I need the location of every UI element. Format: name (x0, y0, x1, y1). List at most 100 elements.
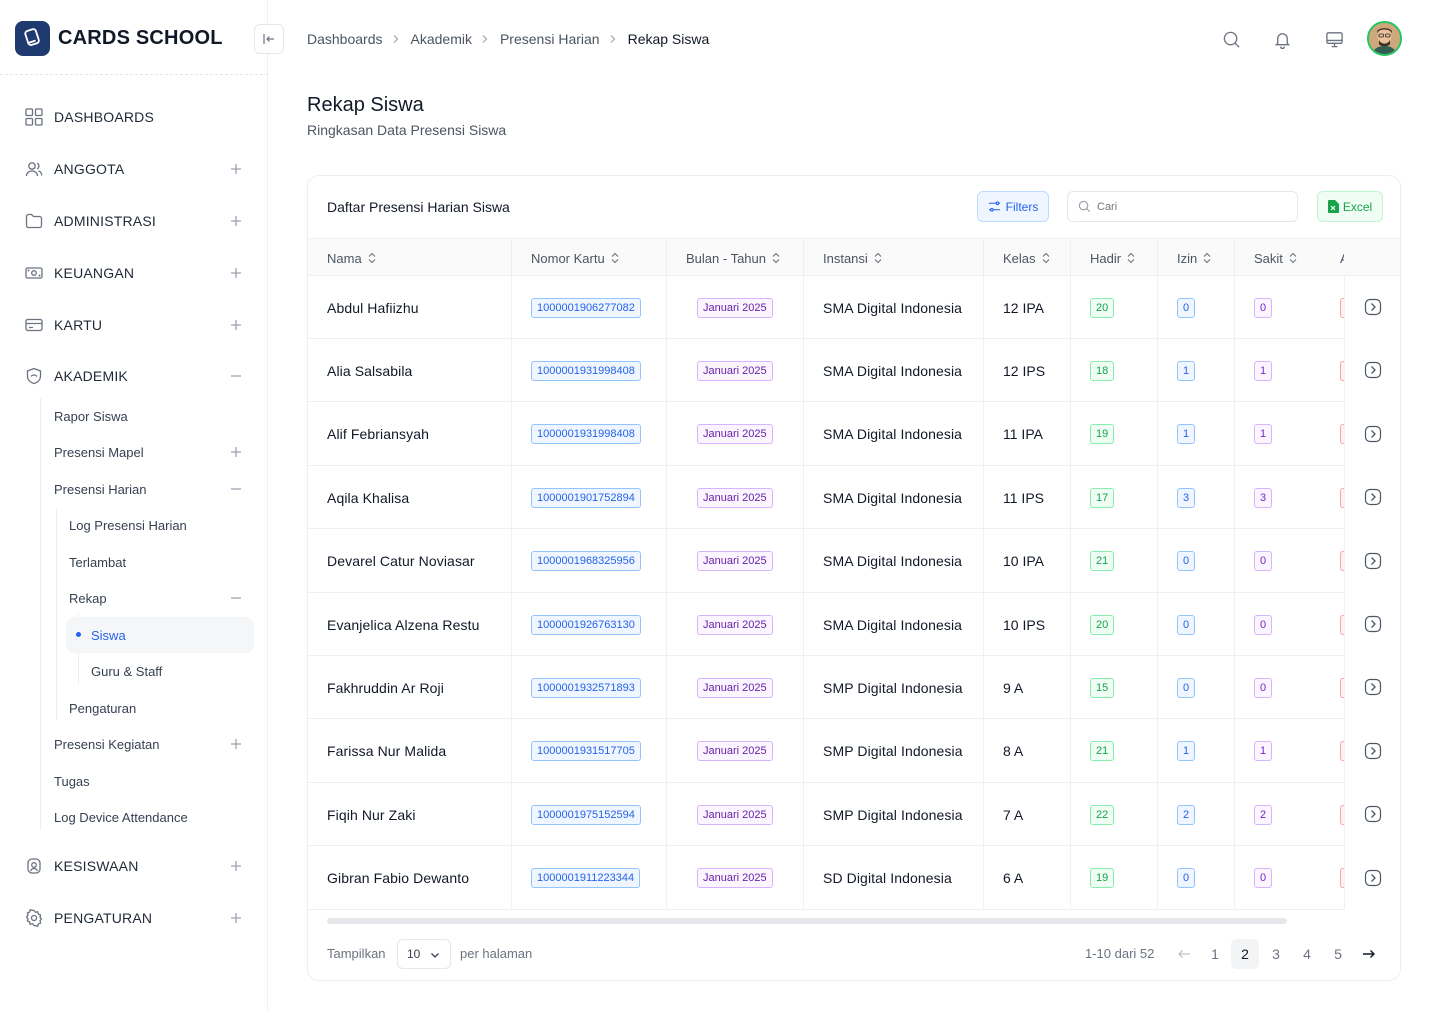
row-detail-icon[interactable] (1364, 615, 1382, 633)
column-label: Bulan - Tahun (686, 250, 766, 266)
nav-dashboards[interactable]: DASHBOARDS (24, 102, 244, 132)
column-header-izin[interactable]: Izin (1177, 239, 1211, 277)
table-cell: 1000001906277082 (531, 276, 641, 339)
column-header-alpa[interactable]: A (1340, 239, 1344, 277)
row-detail-icon[interactable] (1364, 869, 1382, 887)
nav-presensi-mapel[interactable]: Presensi Mapel (54, 439, 244, 465)
breadcrumb-dashboards[interactable]: Dashboards (307, 31, 383, 47)
page-button-current[interactable]: 2 (1231, 939, 1259, 969)
monitor-icon[interactable] (1322, 27, 1346, 51)
search-input[interactable] (1097, 200, 1287, 213)
column-label: Nomor Kartu (531, 250, 605, 266)
table-cell: 3 (1254, 466, 1273, 529)
month-badge: Januari 2025 (697, 741, 773, 762)
hadir-badge: 18 (1090, 360, 1115, 381)
hadir-badge: 21 (1090, 741, 1115, 762)
nav-administrasi[interactable]: ADMINISTRASI (24, 206, 244, 236)
avatar[interactable] (1367, 21, 1402, 56)
table-row[interactable]: Gibran Fabio Dewanto 1000001911223344 Janu… (308, 847, 1400, 910)
table-cell: 1000001931998408 (531, 403, 641, 466)
filters-button[interactable]: Filters (977, 191, 1049, 222)
row-detail-icon[interactable] (1364, 488, 1382, 506)
nav-siswa[interactable]: Siswa (91, 622, 244, 648)
nav-presensi-harian[interactable]: Presensi Harian (54, 476, 244, 502)
row-detail-icon[interactable] (1364, 742, 1382, 760)
page-button[interactable]: 3 (1272, 946, 1280, 962)
nav-label: DASHBOARDS (54, 109, 155, 125)
table-row[interactable]: Alia Salsabila 1000001931998408 Januari 20… (308, 339, 1400, 403)
nav-tugas[interactable]: Tugas (54, 768, 244, 794)
users-icon (24, 159, 44, 179)
plus-icon (231, 164, 241, 174)
table-cell: 21 (1090, 720, 1115, 783)
column-header-sakit[interactable]: Sakit (1254, 239, 1297, 277)
nav-label: KARTU (54, 317, 103, 333)
nav-log-presensi-harian[interactable]: Log Presensi Harian (69, 512, 244, 538)
table-cell: 1000001911223344 (531, 847, 641, 910)
search-icon[interactable] (1219, 27, 1243, 51)
column-label: Izin (1177, 250, 1198, 266)
nav-kesiswaan[interactable]: KESISWAAN (24, 851, 244, 881)
page-button[interactable]: 5 (1334, 946, 1342, 962)
nav-kartu[interactable]: KARTU (24, 310, 244, 340)
column-header-hadir[interactable]: Hadir (1090, 239, 1135, 277)
nav-keuangan[interactable]: KEUANGAN (24, 258, 244, 288)
sidebar-collapse-button[interactable] (254, 24, 284, 54)
nav-akademik[interactable]: AKADEMIK (24, 361, 244, 391)
nav-pengaturan-presensi[interactable]: Pengaturan (69, 695, 244, 721)
table-row[interactable]: Alif Febriansyah 1000001931998408 Januari … (308, 403, 1400, 466)
row-detail-icon[interactable] (1364, 552, 1382, 570)
nav-label: Siswa (91, 627, 126, 643)
brand[interactable]: CARDS SCHOOL (15, 20, 223, 56)
nav-pengaturan[interactable]: PENGATURAN (24, 903, 244, 933)
horizontal-scrollbar[interactable] (327, 918, 1287, 924)
page-button[interactable]: 4 (1303, 946, 1311, 962)
month-badge: Januari 2025 (697, 551, 773, 572)
row-detail-icon[interactable] (1364, 678, 1382, 696)
nav-rapor-siswa[interactable]: Rapor Siswa (54, 403, 244, 429)
breadcrumb-akademik[interactable]: Akademik (410, 31, 472, 47)
table-cell: 2 (1177, 783, 1196, 846)
row-detail-icon[interactable] (1364, 361, 1382, 379)
table-cell: 1000001968325956 (531, 530, 641, 593)
nav-log-device-attendance[interactable]: Log Device Attendance (54, 804, 244, 830)
table-row[interactable]: Farissa Nur Malida 1000001931517705 Januar… (308, 720, 1400, 783)
cell-kelas-text: 6 A (1003, 870, 1024, 887)
cell-kelas-text: 10 IPA (1003, 553, 1044, 570)
table-row[interactable]: Aqila Khalisa 1000001901752894 Januari 202… (308, 466, 1400, 530)
page-button[interactable]: 1 (1211, 946, 1219, 962)
table-row[interactable]: Abdul Hafiizhu 1000001906277082 Januari 20… (308, 276, 1400, 339)
hadir-badge: 22 (1090, 804, 1115, 825)
column-header-instansi[interactable]: Instansi (823, 239, 882, 277)
breadcrumb-presensi-harian[interactable]: Presensi Harian (499, 31, 600, 47)
column-header-bulan-tahun[interactable]: Bulan - Tahun (686, 239, 780, 277)
nav-anggota[interactable]: ANGGOTA (24, 154, 244, 184)
cell-instansi: SMA Digital Indonesia (823, 339, 962, 402)
table-row[interactable]: Fakhruddin Ar Roji 1000001932571893 Januar… (308, 656, 1400, 720)
nav-label: AKADEMIK (54, 368, 128, 384)
table-row[interactable]: Evanjelica Alzena Restu 1000001926763130 J… (308, 593, 1400, 656)
next-page-button[interactable] (1355, 939, 1383, 969)
month-badge: Januari 2025 (697, 614, 773, 635)
row-detail-icon[interactable] (1364, 805, 1382, 823)
row-detail-icon[interactable] (1364, 298, 1382, 316)
plus-icon (231, 216, 241, 226)
nav-guru-staff[interactable]: Guru & Staff (91, 658, 244, 684)
per-page-select[interactable]: 10 (397, 939, 451, 969)
column-header-kelas[interactable]: Kelas (1003, 239, 1050, 277)
nav-terlambat[interactable]: Terlambat (69, 549, 244, 575)
cell-nama: Abdul Hafiizhu (327, 276, 419, 339)
nav-presensi-kegiatan[interactable]: Presensi Kegiatan (54, 731, 244, 757)
nav-rekap[interactable]: Rekap (69, 585, 244, 611)
column-header-nomor-kartu[interactable]: Nomor Kartu (531, 239, 619, 277)
bell-icon[interactable] (1270, 27, 1294, 51)
table-row[interactable]: Devarel Catur Noviasar 1000001968325956 Ja… (308, 530, 1400, 593)
search-field[interactable] (1067, 191, 1298, 222)
prev-page-button[interactable] (1170, 939, 1198, 969)
column-header-nama[interactable]: Nama (327, 239, 376, 277)
table-row[interactable]: Fiqih Nur Zaki 1000001975152594 Januari 20… (308, 783, 1400, 847)
excel-button[interactable]: Excel (1317, 191, 1383, 222)
column-label: Nama (327, 250, 362, 266)
row-detail-icon[interactable] (1364, 425, 1382, 443)
month-badge: Januari 2025 (697, 297, 773, 318)
